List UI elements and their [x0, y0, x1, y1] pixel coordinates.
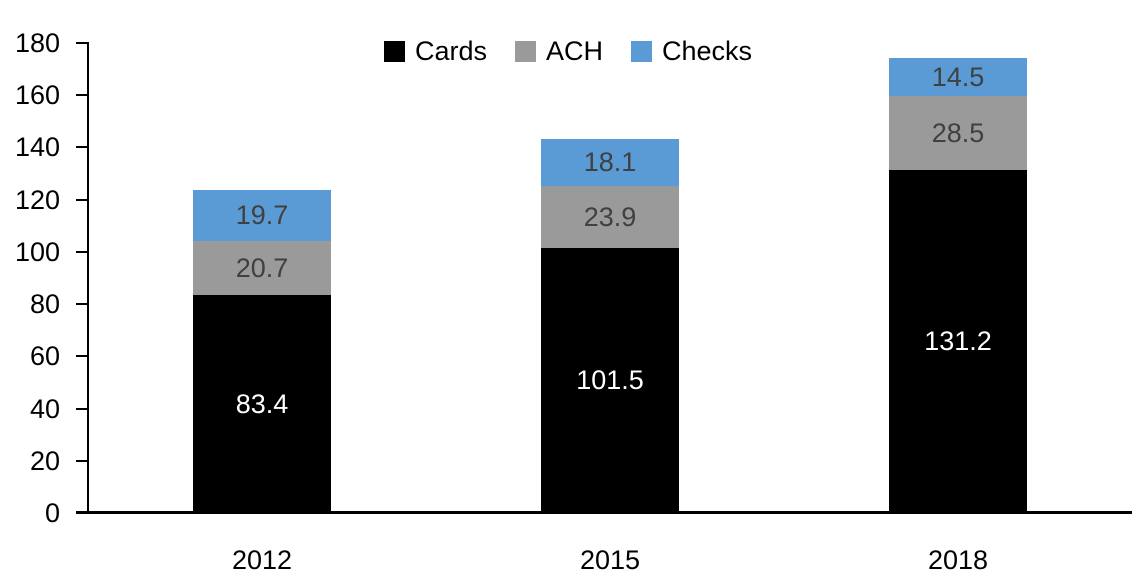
legend-marker-checks-icon: [631, 40, 652, 62]
x-axis-label-2012: 2012: [231, 545, 293, 575]
y-axis-tick: [76, 355, 87, 357]
legend-label: Cards: [414, 35, 487, 66]
y-axis-tick: [76, 460, 87, 462]
data-label: 83.4: [235, 388, 289, 419]
y-axis-tick: [76, 303, 87, 305]
data-label: 20.7: [235, 252, 289, 283]
y-axis-tick-label: 20: [29, 446, 60, 476]
legend: Cards ACH Checks: [0, 33, 1136, 69]
data-label: 14.5: [931, 61, 985, 92]
data-label: 19.7: [235, 200, 289, 230]
legend-item-checks: Checks: [631, 35, 753, 66]
bar-segment-cards-2018: 131.2: [889, 170, 1027, 513]
y-axis-tick: [76, 199, 87, 201]
legend-marker-ach-icon: [514, 40, 536, 62]
y-axis-tick-label: 60: [29, 341, 60, 371]
y-axis-tick: [76, 146, 87, 148]
y-axis-tick-label: 180: [14, 28, 60, 58]
y-axis-tick: [76, 408, 87, 410]
bar-segment-ach-2018: 28.5: [889, 96, 1027, 170]
y-axis-tick-label: 80: [29, 289, 60, 319]
y-axis-tick-label: 0: [44, 498, 60, 528]
bar-segment-cards-2015: 101.5: [541, 248, 679, 513]
bar-column-2015: 101.5 23.9 18.1: [541, 139, 679, 513]
bar-column-2012: 83.4 20.7 19.7: [193, 190, 331, 513]
legend-item-cards: Cards: [383, 35, 487, 66]
x-axis-label-2015: 2015: [579, 545, 641, 575]
bar-segment-checks-2015: 18.1: [541, 139, 679, 186]
legend-item-ach: ACH: [514, 35, 603, 66]
bar-segment-checks-2018: 14.5: [889, 58, 1027, 96]
bar-segment-ach-2015: 23.9: [541, 186, 679, 248]
y-axis-tick: [76, 42, 87, 44]
y-axis-tick-label: 140: [14, 132, 60, 162]
y-axis-tick-label: 160: [14, 80, 60, 110]
data-label: 101.5: [576, 365, 644, 395]
data-label: 23.9: [583, 201, 637, 232]
legend-label: Checks: [662, 35, 753, 66]
y-axis-tick: [76, 251, 87, 253]
legend-marker-cards-icon: [383, 40, 405, 62]
y-axis-tick-label: 100: [14, 237, 60, 267]
data-label: 131.2: [924, 326, 992, 356]
bar-segment-ach-2012: 20.7: [193, 241, 331, 295]
y-axis-tick: [76, 94, 87, 96]
data-label: 28.5: [931, 117, 985, 148]
y-axis-tick-label: 40: [29, 394, 60, 424]
x-axis-label-2018: 2018: [927, 545, 989, 575]
y-axis-tick-label: 120: [14, 185, 60, 215]
data-label: 18.1: [583, 147, 637, 177]
bar-segment-checks-2012: 19.7: [193, 190, 331, 241]
bar-column-2018: 131.2 28.5 14.5: [889, 58, 1027, 513]
bar-segment-cards-2012: 83.4: [193, 295, 331, 513]
y-axis-line: [87, 42, 89, 513]
legend-label: ACH: [545, 35, 603, 66]
